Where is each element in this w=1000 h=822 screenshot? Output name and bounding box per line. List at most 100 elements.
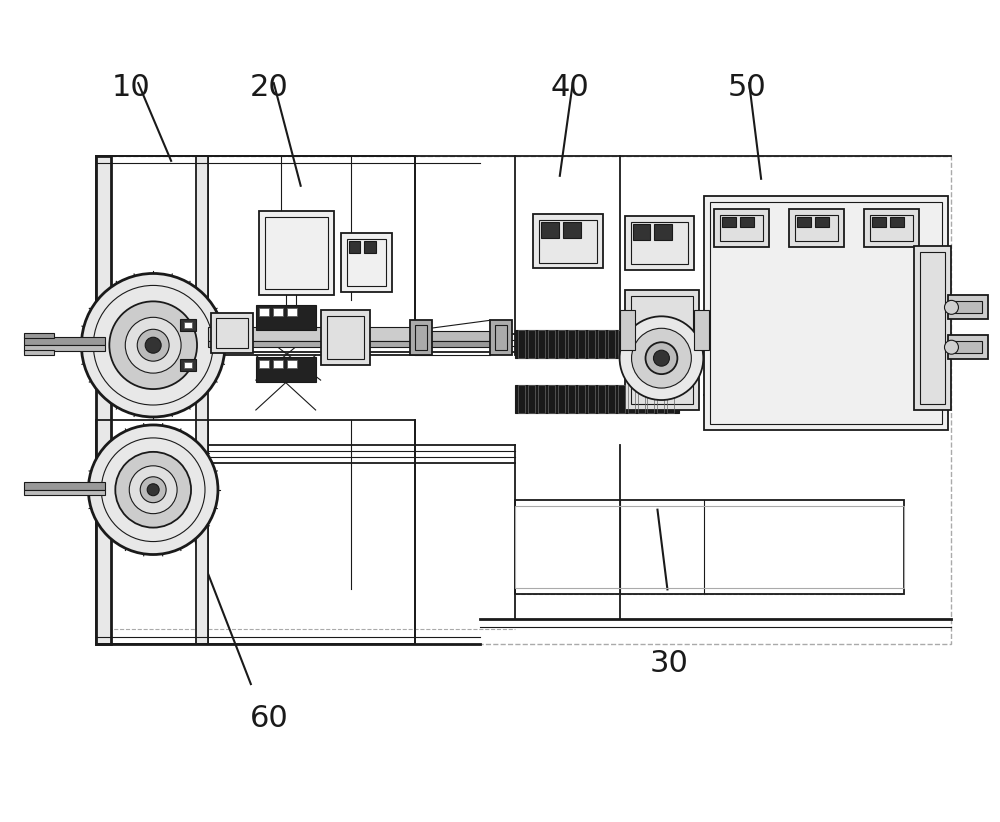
Bar (568, 330, 575, 358)
Text: 40: 40 (550, 73, 589, 102)
Bar (347, 238, 386, 286)
Bar (558, 330, 565, 358)
Circle shape (129, 466, 177, 514)
Bar (620, 311, 635, 350)
Bar (256, 305, 316, 330)
Circle shape (620, 316, 703, 400)
Bar (647, 330, 654, 358)
Bar (633, 224, 650, 239)
Bar (598, 330, 605, 358)
Bar (578, 330, 585, 358)
Text: 30: 30 (650, 649, 689, 678)
Bar (184, 363, 192, 368)
Bar (563, 222, 581, 238)
Bar (548, 385, 555, 413)
Bar (548, 330, 555, 358)
Bar (618, 385, 625, 413)
Bar (625, 215, 694, 270)
Bar (625, 290, 699, 410)
Bar (287, 360, 297, 368)
Bar (96, 156, 111, 644)
Circle shape (81, 274, 225, 417)
Circle shape (646, 342, 677, 374)
Bar (515, 330, 679, 358)
Bar (321, 311, 370, 365)
Bar (259, 360, 269, 368)
Bar (211, 313, 253, 353)
Circle shape (145, 337, 161, 353)
Bar (890, 217, 904, 227)
Bar (287, 308, 297, 316)
Bar (920, 252, 945, 404)
Bar (518, 330, 525, 358)
Bar (364, 241, 376, 252)
Bar (490, 321, 512, 355)
Bar (528, 385, 535, 413)
Bar (256, 358, 316, 382)
Bar (598, 385, 605, 413)
Bar (722, 217, 736, 227)
Bar (273, 360, 283, 368)
Bar (259, 210, 334, 295)
Circle shape (88, 425, 218, 555)
Bar (184, 322, 192, 328)
Bar (628, 330, 635, 358)
Circle shape (109, 302, 197, 389)
Bar (797, 217, 811, 227)
Bar (24, 333, 54, 338)
Bar (694, 311, 709, 350)
Bar (948, 335, 988, 359)
Bar (795, 215, 838, 241)
Text: 50: 50 (728, 73, 767, 102)
Bar (657, 330, 664, 358)
Bar (954, 302, 982, 313)
Bar (349, 241, 360, 252)
Bar (415, 331, 495, 341)
Bar (608, 385, 615, 413)
Circle shape (653, 350, 669, 366)
Bar (667, 330, 674, 358)
Circle shape (632, 328, 691, 388)
Bar (515, 500, 904, 594)
Bar (341, 233, 392, 293)
Bar (631, 297, 693, 404)
Bar (24, 345, 105, 351)
Circle shape (115, 452, 191, 528)
Bar (720, 215, 763, 241)
Circle shape (137, 330, 169, 361)
Bar (618, 330, 625, 358)
Bar (704, 196, 948, 430)
Bar (495, 326, 507, 350)
Bar (273, 308, 283, 316)
Bar (180, 359, 196, 372)
Bar (196, 156, 208, 644)
Bar (216, 318, 248, 349)
Bar (667, 385, 674, 413)
Bar (265, 217, 328, 289)
Bar (538, 385, 545, 413)
Bar (96, 420, 415, 644)
Circle shape (147, 484, 159, 496)
Bar (588, 385, 595, 413)
Bar (631, 222, 688, 265)
Bar (327, 316, 364, 359)
Bar (518, 385, 525, 413)
Circle shape (125, 317, 181, 373)
Bar (815, 217, 829, 227)
Bar (538, 330, 545, 358)
Bar (96, 156, 951, 644)
Bar (647, 385, 654, 413)
Bar (208, 327, 415, 341)
Bar (628, 385, 635, 413)
Bar (259, 308, 269, 316)
Bar (24, 350, 54, 355)
Bar (96, 156, 415, 355)
Text: 20: 20 (249, 73, 288, 102)
Bar (870, 215, 913, 241)
Bar (948, 295, 988, 319)
Bar (208, 341, 415, 347)
Bar (864, 209, 919, 247)
Bar (789, 209, 844, 247)
Bar (657, 385, 664, 413)
Bar (541, 222, 559, 238)
